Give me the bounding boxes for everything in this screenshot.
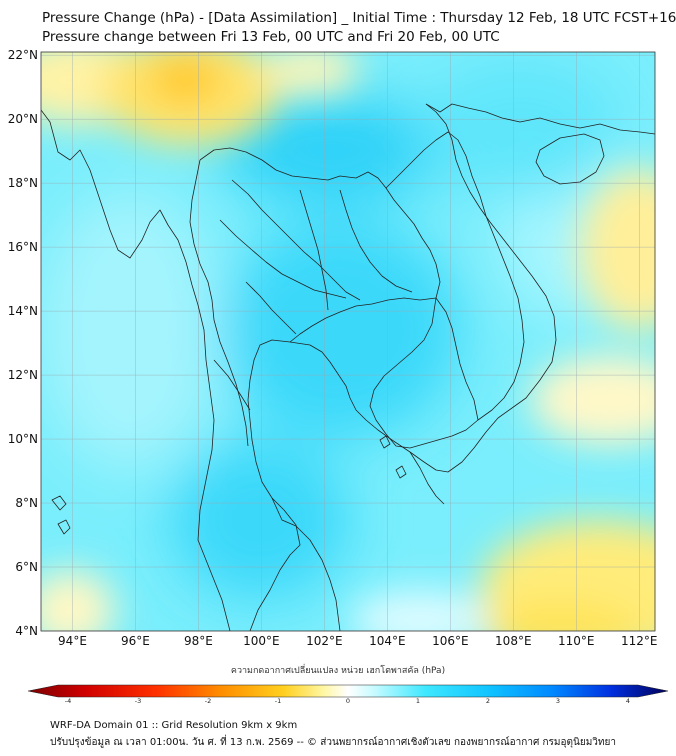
gulf-coast-west — [247, 103, 557, 631]
river-mouth — [409, 451, 445, 505]
latitude-label: 6°N — [15, 560, 38, 574]
longitude-labels: 94°E 96°E 98°E 100°E 102°E 104°E 106°E 108°E 110… — [58, 634, 657, 648]
latitude-label: 8°N — [15, 496, 38, 510]
longitude-label: 108°E — [495, 634, 532, 648]
thai-border-east — [289, 297, 437, 343]
longitude-label: 96°E — [121, 634, 150, 648]
longitude-label: 112°E — [621, 634, 658, 648]
latitude-label: 16°N — [8, 240, 38, 254]
colorbar-tick-label: -3 — [135, 697, 141, 705]
map-frame — [40, 51, 656, 632]
pressure-field — [41, 52, 655, 631]
colorbar-ticks: -4 -3 -2 -1 0 1 2 3 4 — [65, 697, 630, 705]
colorbar-tick-label: -2 — [205, 697, 211, 705]
myanmar-border — [189, 159, 249, 447]
latitude-label: 14°N — [8, 304, 38, 318]
gulf-islands — [379, 435, 407, 479]
longitude-label: 104°E — [369, 634, 406, 648]
longitude-label: 94°E — [58, 634, 87, 648]
map-subtitle: Pressure change between Fri 13 Feb, 00 U… — [42, 29, 500, 45]
pressure-change-map: 22°N 20°N 18°N 16°N 14°N 12°N 10°N 8°N 6°N 4°N 94… — [8, 48, 669, 705]
colorbar-tick-label: -4 — [65, 697, 71, 705]
colorbar-tick-label: 4 — [626, 697, 630, 705]
latitude-label: 4°N — [15, 624, 38, 638]
thai-border-north — [199, 147, 441, 299]
colorbar-title: ความกดอากาศเปลี่ยนแปลง หน่วย เฮกโตพาสคัล… — [230, 666, 446, 676]
cambodia-border — [369, 297, 479, 449]
colorbar-tick-label: 2 — [486, 697, 490, 705]
province-lines-5 — [245, 281, 297, 335]
longitude-label: 100°E — [243, 634, 280, 648]
latitude-labels: 22°N 20°N 18°N 16°N 14°N 12°N 10°N 8°N 6°N 4°N — [8, 48, 38, 638]
longitude-label: 106°E — [432, 634, 469, 648]
province-lines-6 — [213, 359, 251, 411]
malay-border — [271, 497, 341, 631]
graticule — [41, 52, 655, 631]
colorbar: -4 -3 -2 -1 0 1 2 3 4 — [27, 684, 669, 705]
latitude-label: 12°N — [8, 368, 38, 382]
province-lines-1 — [231, 179, 361, 301]
south-china-coast — [425, 103, 655, 135]
colorbar-tick-label: 0 — [346, 697, 350, 705]
longitude-label: 110°E — [558, 634, 595, 648]
latitude-label: 20°N — [8, 112, 38, 126]
latitude-label: 10°N — [8, 432, 38, 446]
province-lines-4 — [339, 189, 413, 293]
province-lines-3 — [299, 189, 329, 311]
map-title: Pressure Change (hPa) - [Data Assimilati… — [42, 10, 676, 26]
footer-domain: WRF-DA Domain 01 :: Grid Resolution 9km … — [50, 720, 298, 731]
latitude-label: 18°N — [8, 176, 38, 190]
hainan-island — [535, 133, 605, 185]
mainland-coastline — [41, 109, 231, 631]
colorbar-tick-label: -1 — [275, 697, 281, 705]
andaman-islands — [51, 495, 71, 535]
colorbar-tick-label: 1 — [416, 697, 420, 705]
laos-vietnam-border — [385, 131, 525, 421]
longitude-label: 102°E — [306, 634, 343, 648]
footer-credit: ปรับปรุงข้อมูล ณ เวลา 01:00น. วัน ศ. ที่… — [50, 737, 616, 748]
colorbar-tick-label: 3 — [556, 697, 560, 705]
province-lines-2 — [219, 219, 347, 299]
coastline-borders — [41, 103, 655, 631]
longitude-label: 98°E — [184, 634, 213, 648]
latitude-label: 22°N — [8, 48, 38, 62]
colorbar-body — [27, 684, 669, 698]
